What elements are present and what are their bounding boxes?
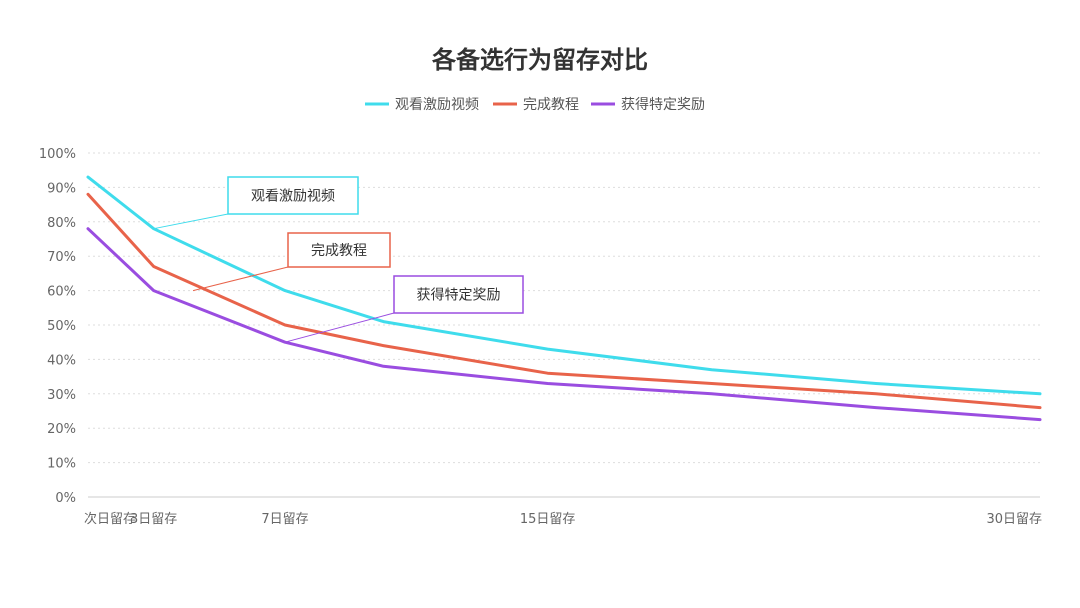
y-tick-label: 0% (55, 491, 76, 506)
y-tick-label: 30% (47, 388, 76, 403)
y-tick-label: 60% (47, 285, 76, 300)
annotation-leader (153, 213, 229, 230)
chart-title: 各备选行为留存对比 (431, 46, 648, 74)
series-line (86, 175, 1042, 396)
x-tick-label: 7日留存 (261, 512, 308, 527)
legend: 观看激励视频 完成教程 获得特定奖励 (365, 96, 705, 113)
x-tick-label: 次日留存 (84, 511, 136, 527)
y-axis: 0% 10% 20% 30% 40% 50% 60% 70% 80% 90% 100% (39, 147, 76, 506)
y-tick-label: 40% (47, 353, 76, 368)
y-tick-label: 10% (47, 457, 76, 472)
legend-label: 完成教程 (523, 97, 579, 113)
grid (88, 152, 1040, 498)
annotation-box (393, 275, 524, 314)
series-line (86, 227, 1042, 422)
annotation-box (227, 176, 359, 215)
y-tick-label: 90% (47, 181, 76, 196)
y-tick-label: 70% (47, 250, 76, 265)
legend-label: 观看激励视频 (395, 96, 479, 113)
annotation-box (287, 232, 391, 268)
annotation-label: 观看激励视频 (251, 188, 335, 205)
y-tick-label: 50% (47, 319, 76, 334)
x-tick-label: 30日留存 (986, 512, 1042, 527)
series-line (86, 192, 1042, 410)
legend-label: 获得特定奖励 (621, 96, 705, 113)
y-tick-label: 100% (39, 147, 76, 162)
y-tick-label: 80% (47, 216, 76, 231)
series-group (86, 175, 1042, 422)
annotation-leader (192, 266, 289, 292)
y-tick-label: 20% (47, 422, 76, 437)
x-tick-label: 3日留存 (130, 512, 177, 527)
annotation-label: 完成教程 (311, 243, 367, 259)
annotation-label: 获得特定奖励 (417, 287, 501, 304)
annotation-leader (284, 312, 395, 343)
x-tick-label: 15日留存 (520, 512, 576, 527)
